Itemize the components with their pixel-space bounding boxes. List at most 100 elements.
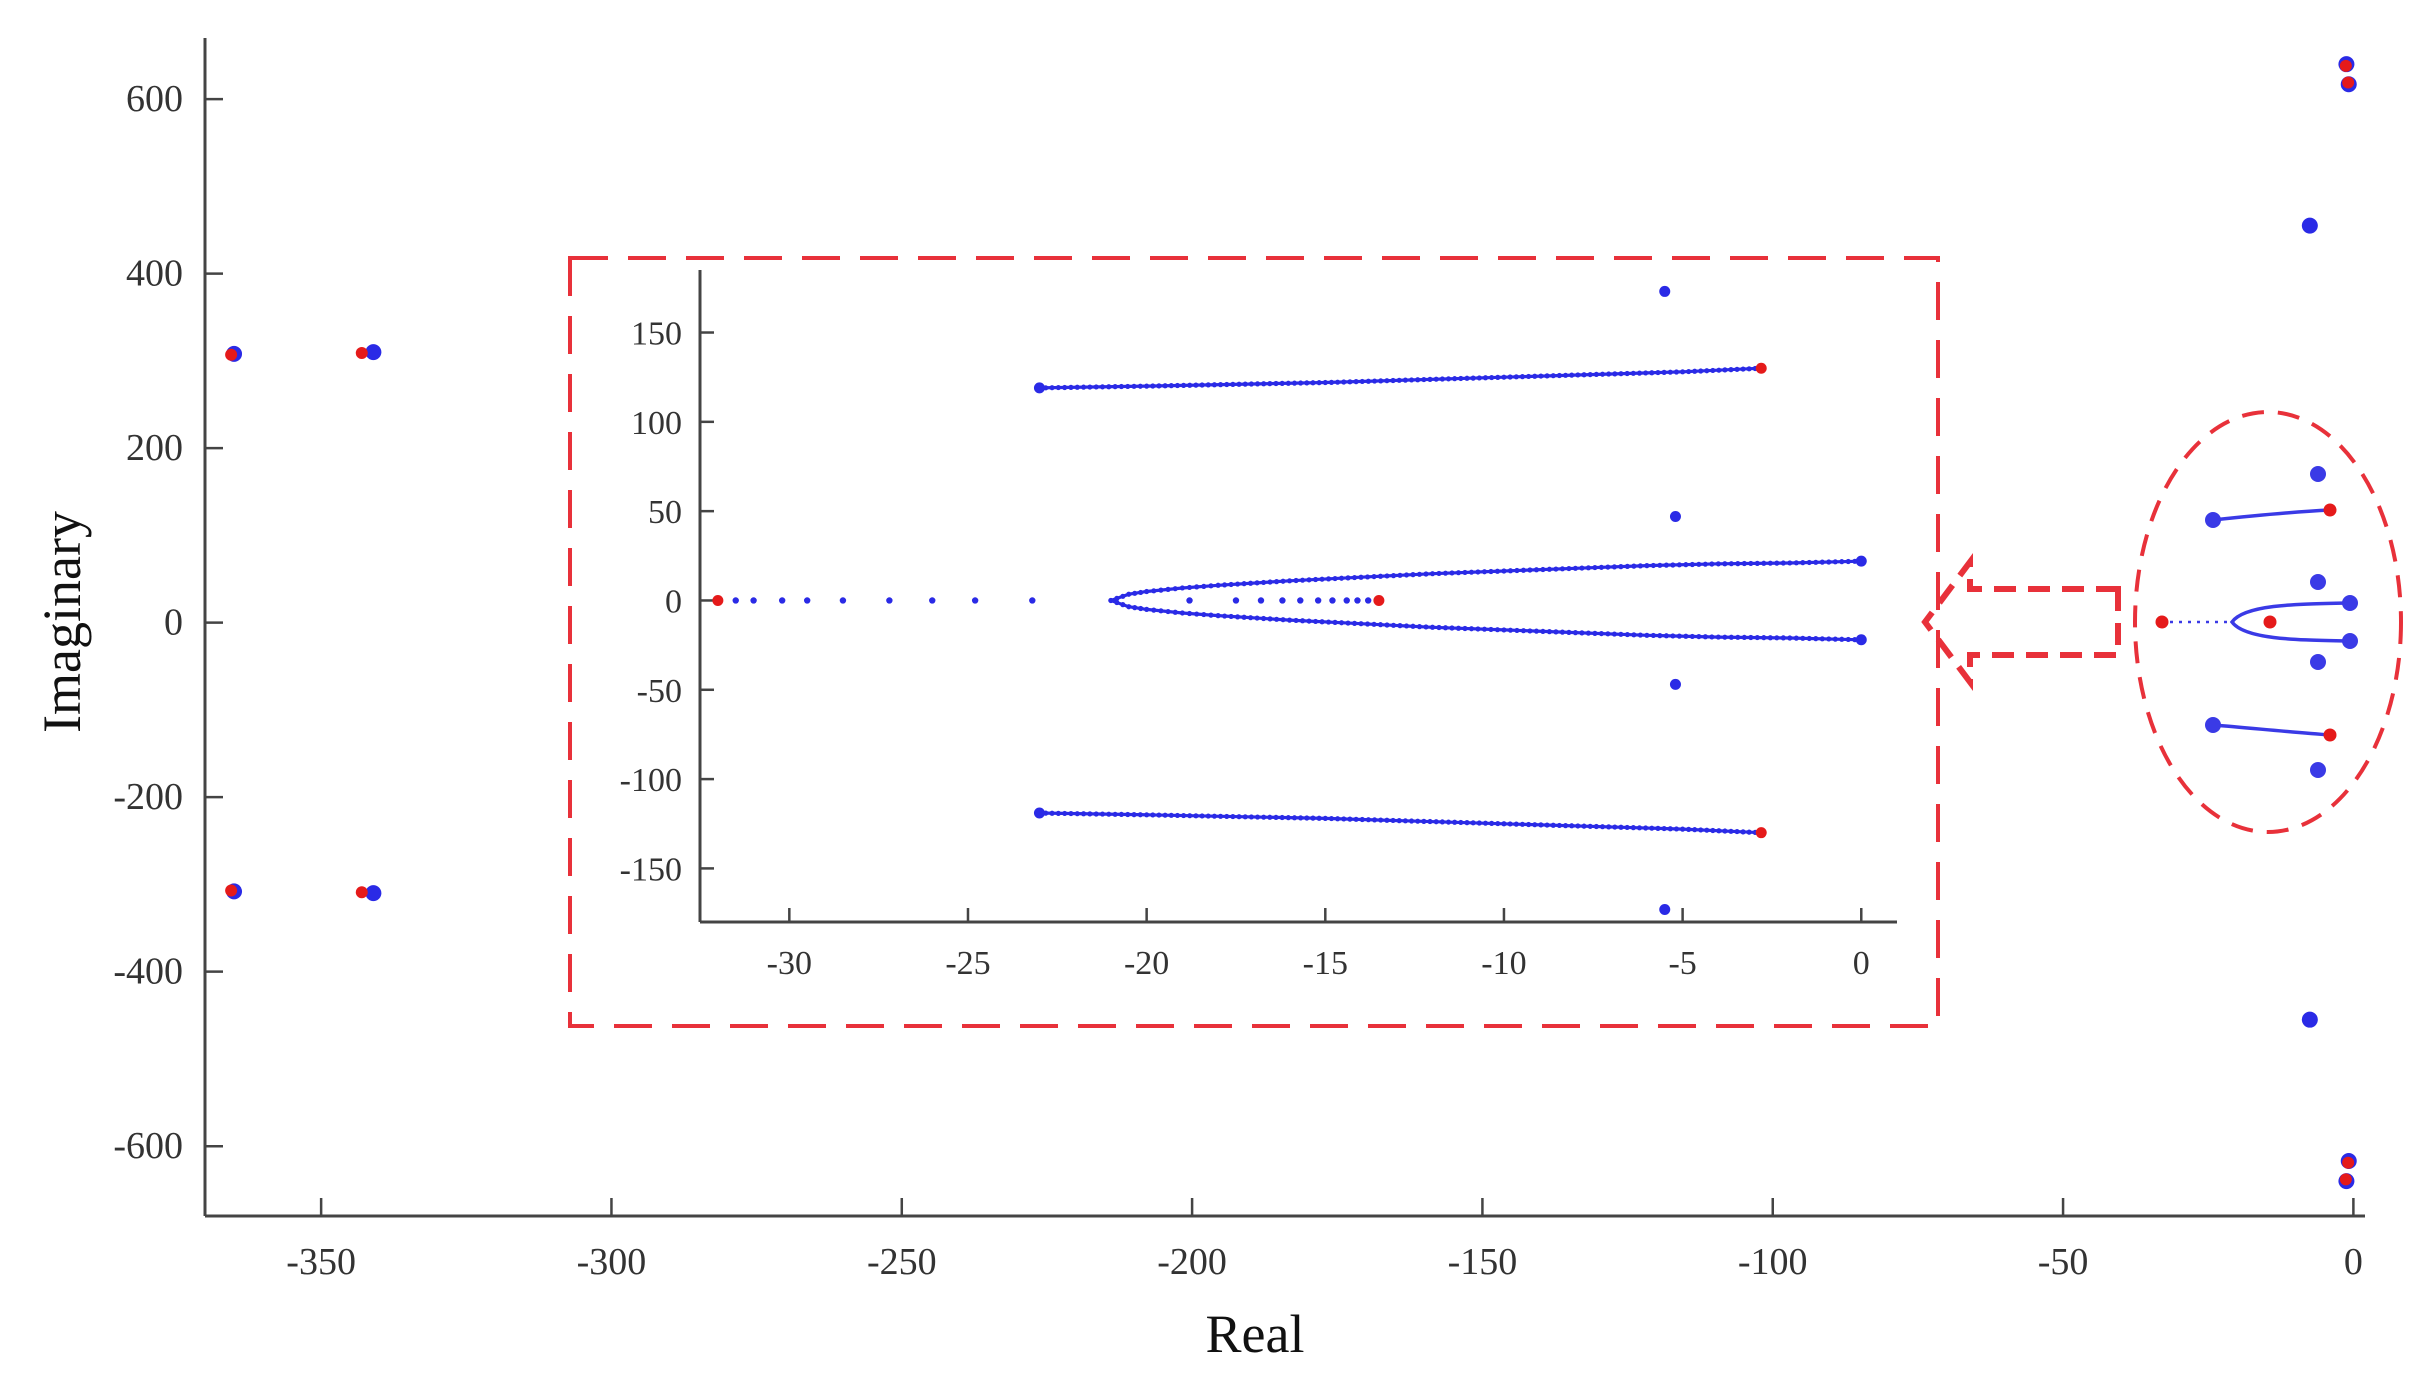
root-locus-lower-point: [1273, 814, 1279, 821]
root-locus-lower-point: [1501, 821, 1507, 827]
root-locus-parabola-upper-point: [1481, 569, 1488, 575]
root-locus-parabola-upper-point: [1286, 578, 1293, 584]
root-locus-upper-point: [1612, 371, 1618, 377]
inset-pole-marker: [1855, 634, 1867, 646]
real-axis-point: [803, 597, 811, 604]
main-pole-marker: [2301, 217, 2318, 234]
root-locus-parabola-lower-point: [1132, 605, 1138, 611]
root-locus-parabola-upper-point: [1120, 593, 1126, 599]
root-locus-parabola-lower-point: [1507, 627, 1514, 633]
root-locus-upper-point: [1248, 381, 1254, 387]
root-locus-lower-point: [1575, 823, 1581, 829]
root-locus-lower-point: [1452, 819, 1458, 825]
y-tick-label: -200: [113, 776, 183, 818]
root-locus-upper-point: [1728, 367, 1734, 373]
root-locus-lower-point: [1298, 815, 1304, 821]
root-locus-lower-point: [1230, 813, 1236, 820]
root-locus-parabola-lower-point: [1514, 627, 1520, 634]
root-locus-parabola-lower-point: [1179, 610, 1185, 616]
root-locus-upper-point: [1341, 379, 1347, 385]
root-locus-upper-point: [1489, 374, 1495, 381]
root-locus-lower-point: [1519, 821, 1526, 827]
root-locus-lower-point: [1236, 814, 1242, 820]
x-tick-label: -200: [1157, 1241, 1227, 1283]
root-locus-parabola-lower-point: [1449, 625, 1455, 631]
root-locus-lower-point: [1550, 822, 1556, 828]
root-locus-parabola-lower-point: [1462, 625, 1468, 632]
root-locus-lower-point: [1074, 811, 1080, 817]
root-locus-parabola-upper-point: [1787, 560, 1793, 566]
real-axis-point: [839, 597, 847, 604]
root-locus-parabola-upper-point: [1158, 587, 1164, 593]
x-tick-label: -15: [1303, 945, 1348, 982]
root-locus-parabola-lower-point: [1364, 621, 1371, 627]
root-locus-parabola-lower-point: [1702, 634, 1708, 640]
root-locus-lower-point: [1055, 810, 1061, 816]
root-locus-upper-point: [1439, 376, 1445, 382]
root-locus-lower-point: [1439, 819, 1445, 825]
root-locus-lower-point: [1217, 813, 1224, 819]
y-tick-label: -400: [113, 951, 183, 993]
root-locus-parabola-upper-point: [1423, 571, 1429, 577]
root-locus-upper-point: [1193, 382, 1199, 388]
root-locus-upper-point: [1680, 369, 1686, 375]
root-locus-parabola-upper-point: [1650, 562, 1656, 569]
root-locus-parabola-lower-point: [1598, 630, 1605, 637]
root-locus-upper-point: [1291, 380, 1298, 386]
root-locus-parabola-lower-point: [1273, 616, 1280, 622]
real-axis-point: [886, 597, 893, 604]
root-locus-lower-point: [1062, 810, 1068, 817]
root-locus-parabola-upper-point: [1715, 561, 1721, 567]
root-locus-upper-point: [1150, 383, 1156, 389]
root-locus-parabola-upper-point: [1566, 565, 1572, 572]
root-locus-upper-point: [1402, 377, 1408, 383]
root-locus-parabola-lower-point: [1722, 634, 1728, 640]
root-locus-parabola-upper-point: [1774, 560, 1780, 566]
root-locus-upper-point: [1562, 372, 1569, 378]
local-pole-marker: [2205, 512, 2221, 528]
root-locus-parabola-lower-point: [1151, 607, 1157, 613]
real-axis-point: [1329, 597, 1336, 604]
inset-pole-marker: [1669, 511, 1681, 523]
root-locus-parabola-lower-point: [1813, 636, 1819, 642]
root-locus-lower-point: [1150, 812, 1156, 818]
root-locus-upper-point: [1538, 373, 1544, 379]
root-locus-parabola-upper-point: [1442, 570, 1449, 576]
local-zero-marker: [2263, 615, 2277, 629]
root-locus-upper-point: [1279, 380, 1285, 386]
root-locus-lower-point: [1746, 829, 1752, 835]
local-pole-marker: [2310, 762, 2326, 778]
root-locus-parabola-upper-point: [1767, 560, 1773, 566]
root-locus-lower-point: [1562, 823, 1569, 829]
root-locus-parabola-upper-point: [1507, 568, 1514, 574]
root-locus-lower-point: [1624, 824, 1630, 831]
root-locus-upper-point: [1242, 381, 1248, 387]
root-locus-parabola-upper-point: [1845, 558, 1851, 565]
root-locus-parabola-lower-point: [1559, 629, 1566, 635]
root-locus-upper-point: [1217, 382, 1224, 388]
root-locus-parabola-upper-point: [1585, 565, 1592, 571]
root-locus-parabola-upper-point: [1618, 564, 1624, 570]
root-locus-parabola-lower-point: [1436, 624, 1442, 631]
root-locus-lower-point: [1335, 816, 1341, 822]
root-locus-parabola-lower-point: [1585, 630, 1592, 636]
local-locus-branch: [2229, 601, 2351, 643]
root-locus-upper-point: [1099, 384, 1106, 390]
root-locus-upper-point: [1606, 371, 1612, 377]
root-locus-parabola-lower-point: [1144, 606, 1150, 612]
root-locus-upper-point: [1507, 374, 1513, 380]
root-locus-parabola-lower-point: [1247, 615, 1254, 621]
root-locus-parabola-upper-point: [1384, 573, 1390, 579]
root-locus-parabola-upper-point: [1780, 560, 1786, 566]
root-locus-lower-point: [1716, 828, 1722, 834]
root-locus-parabola-upper-point: [1201, 583, 1207, 589]
root-locus-parabola-lower-point: [1280, 617, 1286, 623]
root-locus-lower-point: [1470, 820, 1476, 826]
x-tick-label: -5: [1668, 945, 1696, 982]
root-locus-upper-point: [1144, 383, 1150, 389]
root-locus-parabola-upper-point: [1644, 563, 1650, 569]
zoom-region-ellipse: [2133, 410, 2403, 834]
root-locus-parabola-lower-point: [1774, 635, 1780, 641]
root-locus-upper-point: [1137, 383, 1143, 389]
root-locus-upper-point: [1513, 374, 1519, 380]
